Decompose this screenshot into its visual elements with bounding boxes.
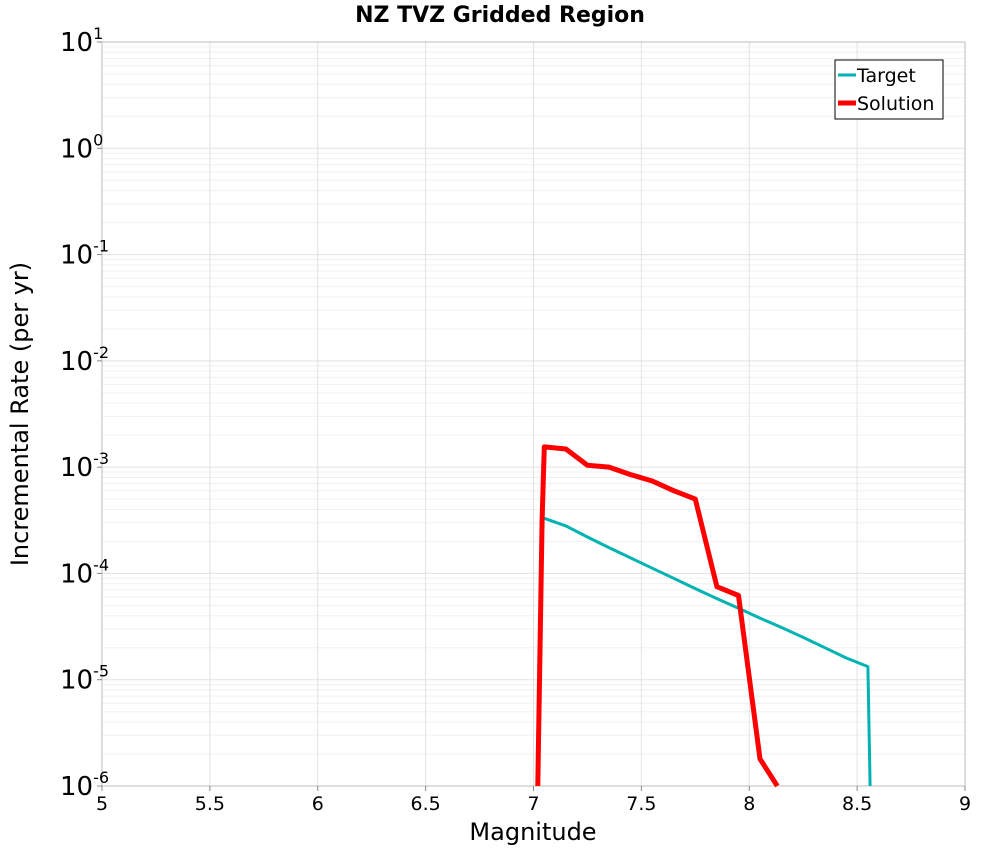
chart-title: NZ TVZ Gridded Region: [355, 3, 645, 28]
x-tick-label: 5.5: [195, 793, 225, 815]
legend-solution-label: Solution: [857, 93, 934, 115]
x-tick-label: 5: [96, 793, 108, 815]
x-axis-label: Magnitude: [469, 818, 596, 846]
grid: [101, 41, 966, 787]
y-tick-label: 10-6: [60, 768, 109, 802]
y-tick-label: 10-1: [60, 237, 109, 271]
x-tick-label: 6.5: [411, 793, 441, 815]
y-axis-label: Incremental Rate (per yr): [6, 262, 34, 566]
series-group: [535, 444, 872, 788]
legend-target-label: Target: [856, 65, 916, 87]
legend: Target Solution: [834, 59, 944, 120]
legend-box: [834, 59, 944, 120]
x-tick-label: 7: [527, 793, 539, 815]
x-tick-label: 6: [312, 793, 324, 815]
x-tick-label: 9: [959, 793, 971, 815]
x-axis-ticks: 5 5.5 6 6.5 7 7.5 8 8.5 9: [96, 786, 971, 815]
x-tick-label: 7.5: [626, 793, 656, 815]
x-tick-label: 8: [743, 793, 755, 815]
x-tick-label: 8.5: [842, 793, 872, 815]
y-tick-label: 101: [60, 24, 103, 58]
series-line-target: [543, 516, 872, 787]
series-line-solution: [535, 444, 780, 788]
y-tick-label: 100: [60, 130, 103, 164]
